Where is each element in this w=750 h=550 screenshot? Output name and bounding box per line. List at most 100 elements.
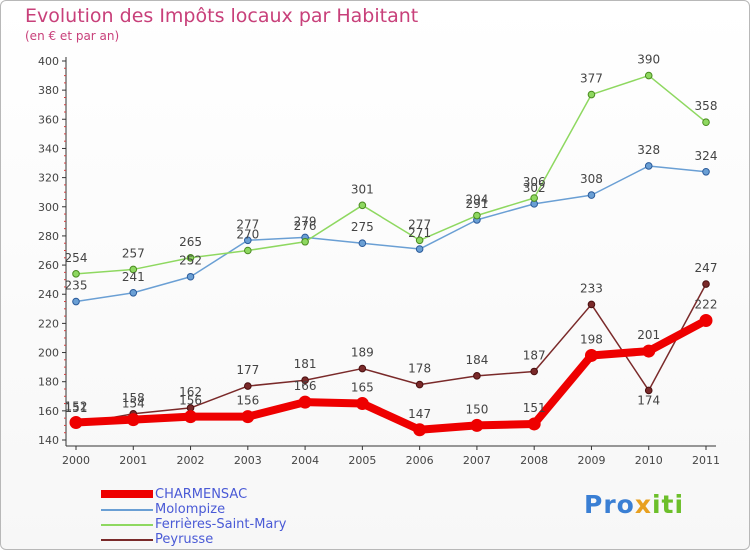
data-label: 158 xyxy=(122,391,145,405)
x-tick-label: 2002 xyxy=(177,454,205,467)
data-point xyxy=(301,376,309,385)
series-line-molompize xyxy=(75,165,707,303)
data-label: 151 xyxy=(65,401,88,415)
data-point xyxy=(186,272,195,281)
data-label: 390 xyxy=(637,53,660,67)
data-label: 247 xyxy=(695,261,718,275)
y-tick-label: 240 xyxy=(38,288,59,301)
data-label-charmensac: 166 xyxy=(294,379,317,393)
data-label: 189 xyxy=(351,346,374,360)
data-point xyxy=(699,313,713,327)
data-point xyxy=(530,194,538,202)
data-label: 275 xyxy=(351,220,374,234)
data-label: 279 xyxy=(294,214,317,228)
data-point xyxy=(355,397,369,411)
data-point xyxy=(413,423,427,437)
data-label: 174 xyxy=(637,393,660,407)
data-label: 265 xyxy=(179,235,202,249)
x-tick-label: 2005 xyxy=(348,454,376,467)
y-tick-label: 280 xyxy=(38,230,59,243)
data-point xyxy=(72,297,80,306)
x-tick-label: 2000 xyxy=(62,454,90,467)
series-line-ferri-res-saint-mary xyxy=(75,74,707,275)
x-tick-label: 2010 xyxy=(635,454,663,467)
y-tick-label: 400 xyxy=(38,55,59,68)
data-point xyxy=(301,237,309,246)
data-label: 184 xyxy=(465,353,488,367)
proxiti-logo: Proxiti xyxy=(584,490,685,519)
y-tick-label: 340 xyxy=(38,142,59,155)
data-point xyxy=(244,246,252,255)
data-label: 358 xyxy=(695,99,718,113)
data-point xyxy=(126,413,140,427)
x-tick-label: 2007 xyxy=(463,454,491,467)
data-point xyxy=(186,253,195,262)
data-label: 306 xyxy=(523,175,546,189)
data-point xyxy=(358,201,367,210)
data-point xyxy=(244,236,252,245)
data-label: 235 xyxy=(65,279,88,293)
legend-swatch-molompize xyxy=(101,509,153,511)
y-tick-label: 360 xyxy=(38,113,59,126)
data-label: 233 xyxy=(580,281,603,295)
data-point xyxy=(702,167,710,176)
x-tick-label: 2006 xyxy=(406,454,434,467)
data-point xyxy=(415,245,424,253)
data-label-charmensac: 147 xyxy=(408,407,431,421)
data-label-charmensac: 150 xyxy=(465,402,488,416)
data-label-charmensac: 222 xyxy=(695,297,718,311)
y-tick-label: 220 xyxy=(38,317,59,330)
data-point xyxy=(69,416,83,430)
data-label: 178 xyxy=(408,362,431,376)
data-label: 254 xyxy=(65,251,88,265)
y-tick-label: 300 xyxy=(38,201,59,214)
data-label: 294 xyxy=(465,193,488,207)
data-label: 277 xyxy=(236,217,259,231)
data-label-charmensac: 156 xyxy=(179,394,202,408)
data-point xyxy=(530,367,538,376)
legend-label-ferrieres: Ferrières-Saint-Mary xyxy=(155,517,287,532)
data-point xyxy=(244,382,252,390)
data-label: 257 xyxy=(122,246,145,260)
data-point xyxy=(473,372,481,380)
data-label: 276 xyxy=(294,219,317,233)
data-point xyxy=(587,90,596,99)
data-label: 302 xyxy=(523,181,546,195)
x-tick-label: 2003 xyxy=(234,454,262,467)
data-point xyxy=(129,265,138,274)
data-label-charmensac: 198 xyxy=(580,332,603,346)
x-tick-label: 2009 xyxy=(577,454,605,467)
data-point xyxy=(587,300,596,309)
y-tick-label: 140 xyxy=(38,434,59,447)
data-label: 328 xyxy=(637,143,660,157)
legend-label-peyrusse: Peyrusse xyxy=(155,532,214,547)
data-point xyxy=(241,410,255,424)
y-tick-label: 180 xyxy=(38,376,59,389)
data-label: 252 xyxy=(179,254,202,268)
legend-swatch-ferrieres xyxy=(101,524,153,526)
chart-title: Evolution des Impôts locaux par Habitant xyxy=(25,5,419,27)
data-label-charmensac: 156 xyxy=(236,394,259,408)
data-point xyxy=(470,418,484,432)
data-label: 177 xyxy=(236,363,259,377)
data-label: 291 xyxy=(465,197,488,211)
chart-subtitle: (en € et par an) xyxy=(25,29,120,43)
data-point xyxy=(72,270,80,278)
data-label: 187 xyxy=(523,348,546,362)
legend-label-charmensac: CHARMENSAC xyxy=(155,487,248,502)
data-point xyxy=(415,380,424,389)
y-tick-label: 380 xyxy=(38,84,59,97)
data-label: 270 xyxy=(236,228,259,242)
data-point xyxy=(644,71,653,80)
data-label: 301 xyxy=(351,182,374,196)
legend-swatch-charmensac xyxy=(101,490,153,498)
y-tick-label: 200 xyxy=(38,347,59,360)
data-point xyxy=(642,344,656,358)
data-label: 162 xyxy=(179,385,202,399)
series-line-peyrusse xyxy=(75,283,707,425)
data-point xyxy=(184,410,198,424)
x-tick-label: 2001 xyxy=(119,454,147,467)
data-point xyxy=(644,162,653,170)
